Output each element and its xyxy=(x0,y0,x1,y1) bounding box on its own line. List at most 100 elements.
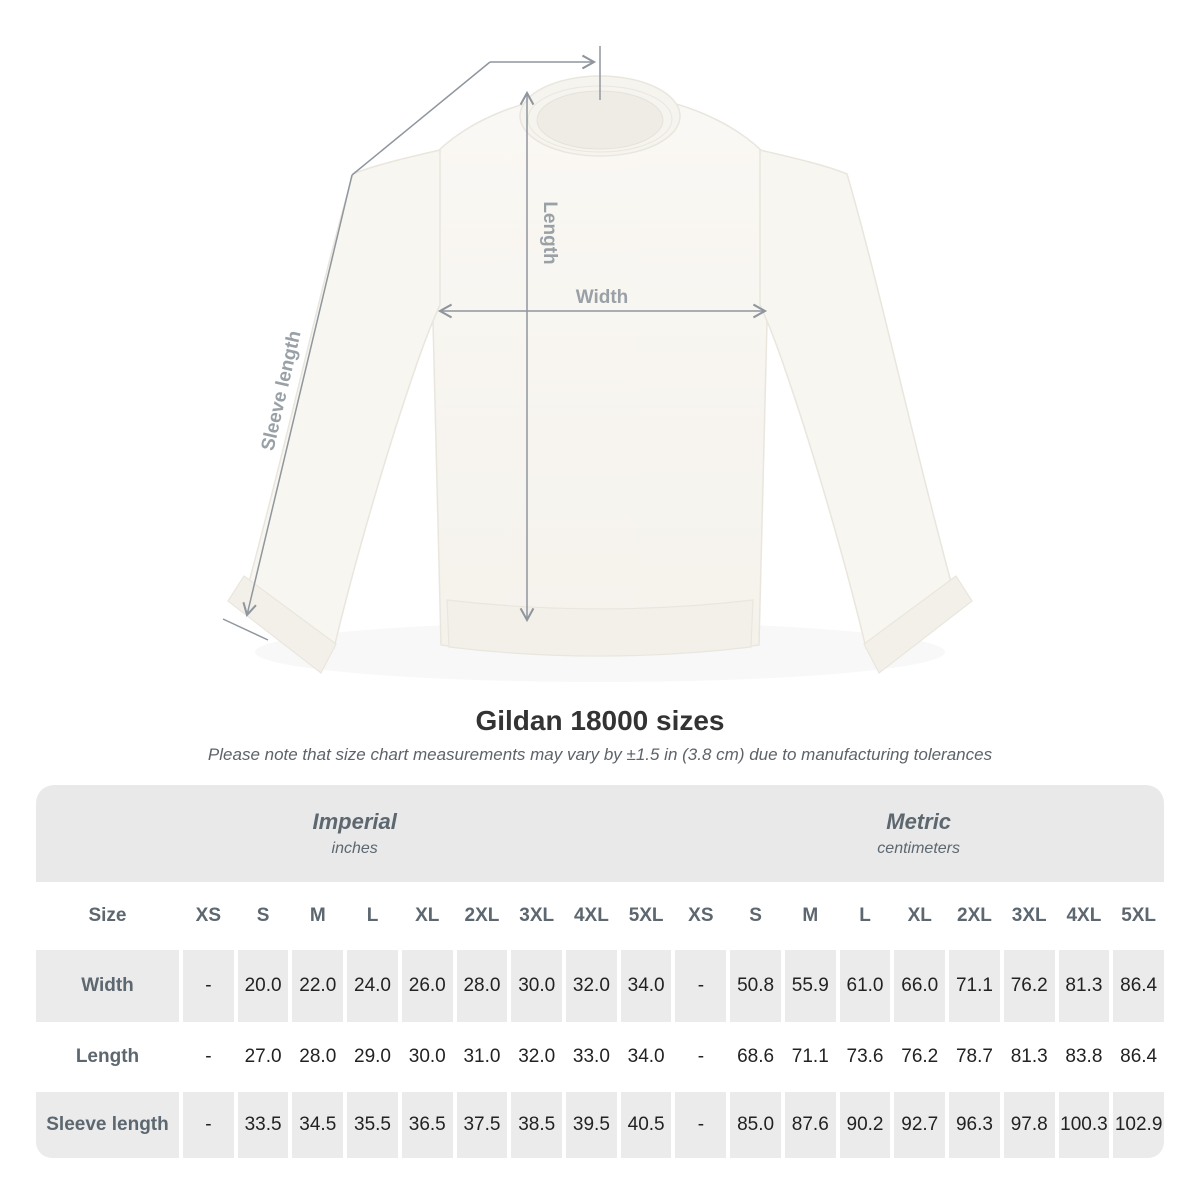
value-cell: 50.8 xyxy=(730,950,781,1022)
value-cell: 26.0 xyxy=(401,950,453,1022)
size-header-cell: 4XL xyxy=(1066,905,1102,926)
value-cell: 90.2 xyxy=(839,1092,891,1158)
imperial-label: Imperial xyxy=(312,809,397,834)
length-dimension-label: Length xyxy=(539,201,560,264)
value-cell: - xyxy=(675,1092,727,1158)
table-row-width: Width -20.0 22.0 24.0 26.0 28.0 30.0 32.0 34.0-… xyxy=(36,950,1164,1022)
garment-figure: Length Width Sleeve length xyxy=(222,46,973,674)
value-cell: 30.0 xyxy=(511,950,563,1022)
size-header-row: Size XS S M L XL 2XL 3XL 4XL 5XL XS S M L XL 2XL 3XL 4XL… xyxy=(36,882,1164,950)
value-cell: 34.5 xyxy=(292,1092,344,1158)
sleeve-dimension-shoulder-segment xyxy=(351,61,491,176)
value-cell: 35.5 xyxy=(347,1092,398,1158)
value-cell: 20.0 xyxy=(237,950,289,1022)
value-cell: 86.4 xyxy=(1113,950,1164,1022)
size-header-cell: XL xyxy=(907,905,932,926)
width-dimension-label: Width xyxy=(576,287,629,308)
value-cell: 28.0 xyxy=(456,950,508,1022)
table-row-length: Length - 27.0 28.0 29.0 30.0 31.0 32.0 33.0 34.0… xyxy=(36,1022,1164,1092)
size-header-cell: 3XL xyxy=(519,905,555,926)
table-row-sleeve-length: Sleeve length -33.5 34.5 35.5 36.5 37.5 38.5 3… xyxy=(36,1092,1164,1158)
value-cell: 78.7 xyxy=(955,1046,993,1067)
value-cell: 32.0 xyxy=(518,1046,556,1067)
value-cell: 83.8 xyxy=(1065,1046,1103,1067)
metric-section-header: Metric centimeters xyxy=(673,785,1164,882)
size-header-cell: 2XL xyxy=(464,905,500,926)
size-header-cell: 4XL xyxy=(573,905,609,926)
value-cell: 96.3 xyxy=(949,1092,1000,1158)
metric-unit-label: centimeters xyxy=(877,840,960,857)
size-header-cell: S xyxy=(749,905,762,926)
value-cell: 66.0 xyxy=(894,950,946,1022)
value-cell: 76.2 xyxy=(1003,950,1055,1022)
size-header-cell: L xyxy=(859,905,871,926)
sleeve-dimension-end-tick xyxy=(222,618,269,641)
size-header-cell: M xyxy=(309,905,326,926)
size-header-cell: 5XL xyxy=(628,905,664,926)
sleeve-dimension-line xyxy=(242,174,353,618)
size-header-cell: XS xyxy=(688,905,714,926)
value-cell: 28.0 xyxy=(299,1046,337,1067)
value-cell: 24.0 xyxy=(347,950,398,1022)
size-header-cell: XS xyxy=(195,905,222,926)
unit-system-header: Imperial inches Metric centimeters xyxy=(36,785,1164,882)
value-cell: 85.0 xyxy=(730,1092,781,1158)
sweatshirt-hem-band xyxy=(446,599,754,657)
value-cell: 29.0 xyxy=(354,1046,391,1067)
page-title: Gildan 18000 sizes xyxy=(475,705,725,736)
value-cell: - xyxy=(183,1092,234,1158)
size-header-cell: XL xyxy=(415,905,440,926)
value-cell: 38.5 xyxy=(511,1092,563,1158)
value-cell: 37.5 xyxy=(456,1092,508,1158)
value-cell: 92.7 xyxy=(894,1092,946,1158)
value-cell: - xyxy=(205,1046,212,1067)
size-header-cell: 2XL xyxy=(957,905,992,926)
value-cell: 86.4 xyxy=(1120,1046,1158,1067)
value-cell: - xyxy=(183,950,234,1022)
value-cell: 97.8 xyxy=(1003,1092,1055,1158)
value-cell: - xyxy=(675,950,727,1022)
value-cell: 71.1 xyxy=(949,950,1000,1022)
row-label-sleeve-length: Sleeve length xyxy=(36,1092,179,1158)
size-header-cell: 3XL xyxy=(1011,905,1047,926)
value-cell: 27.0 xyxy=(244,1046,282,1067)
metric-label: Metric xyxy=(886,809,952,834)
size-column-header: Size xyxy=(88,905,127,926)
value-cell: - xyxy=(697,1046,705,1067)
value-cell: 33.5 xyxy=(237,1092,289,1158)
value-cell: 102.9 xyxy=(1113,1092,1164,1158)
sweatshirt-right-cuff xyxy=(863,575,973,674)
sweatshirt-body xyxy=(432,96,768,656)
value-cell: 34.0 xyxy=(627,1046,665,1067)
value-cell: 22.0 xyxy=(292,950,344,1022)
imperial-unit-label: inches xyxy=(331,840,378,857)
value-cell: 33.0 xyxy=(572,1046,610,1067)
value-cell: 32.0 xyxy=(566,950,617,1022)
value-cell: 36.5 xyxy=(401,1092,453,1158)
value-cell: 40.5 xyxy=(620,1092,672,1158)
value-cell: 55.9 xyxy=(784,950,836,1022)
sweatshirt-right-sleeve xyxy=(759,149,952,650)
value-cell: 100.3 xyxy=(1058,1092,1110,1158)
sweatshirt-left-cuff xyxy=(227,575,337,674)
value-cell: 61.0 xyxy=(839,950,891,1022)
value-cell: 34.0 xyxy=(620,950,672,1022)
value-cell: 39.5 xyxy=(566,1092,617,1158)
imperial-section-header: Imperial inches xyxy=(36,785,673,882)
value-cell: 81.3 xyxy=(1058,950,1110,1022)
size-header-cell: S xyxy=(256,905,270,926)
value-cell: 73.6 xyxy=(846,1046,884,1067)
value-cell: 30.0 xyxy=(408,1046,446,1067)
value-cell: 68.6 xyxy=(737,1046,775,1067)
size-header-cell: L xyxy=(366,905,379,926)
size-table: Imperial inches Metric centimeters Size … xyxy=(36,785,1164,1158)
value-cell: 76.2 xyxy=(901,1046,939,1067)
row-label-length: Length xyxy=(75,1046,140,1067)
tolerance-note: Please note that size chart measurements… xyxy=(207,745,993,764)
size-header-cell: M xyxy=(802,905,819,926)
value-cell: 87.6 xyxy=(784,1092,836,1158)
value-cell: 81.3 xyxy=(1010,1046,1048,1067)
row-label-width: Width xyxy=(36,950,179,1022)
value-cell: 71.1 xyxy=(791,1046,829,1067)
